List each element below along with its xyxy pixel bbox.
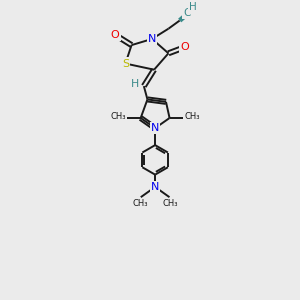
Text: O: O [181, 42, 189, 52]
Text: CH₃: CH₃ [132, 199, 148, 208]
Text: H: H [130, 79, 139, 89]
Text: CH₃: CH₃ [163, 199, 178, 208]
Text: N: N [151, 182, 159, 192]
Text: CH₃: CH₃ [110, 112, 126, 122]
Text: H: H [189, 2, 197, 12]
Text: O: O [111, 30, 119, 40]
Text: S: S [122, 58, 129, 68]
Text: N: N [148, 34, 156, 44]
Text: CH₃: CH₃ [184, 112, 200, 122]
Text: N: N [151, 123, 159, 133]
Text: C: C [183, 8, 190, 18]
